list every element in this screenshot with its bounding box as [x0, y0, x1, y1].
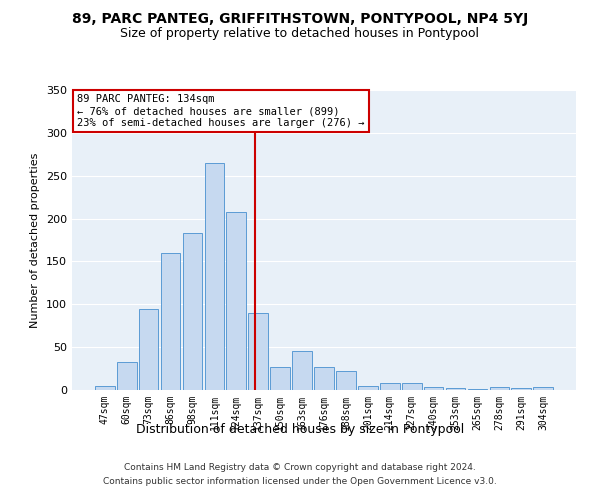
Bar: [467, 389, 487, 390]
Bar: [336, 371, 356, 390]
Bar: [248, 313, 268, 390]
Bar: [139, 308, 158, 390]
Text: 89 PARC PANTEG: 134sqm
← 76% of detached houses are smaller (899)
23% of semi-de: 89 PARC PANTEG: 134sqm ← 76% of detached…: [77, 94, 365, 128]
Y-axis label: Number of detached properties: Number of detached properties: [31, 152, 40, 328]
Bar: [226, 212, 246, 390]
Text: Size of property relative to detached houses in Pontypool: Size of property relative to detached ho…: [121, 28, 479, 40]
Bar: [117, 362, 137, 390]
Bar: [270, 367, 290, 390]
Bar: [95, 386, 115, 390]
Bar: [182, 233, 202, 390]
Text: Contains HM Land Registry data © Crown copyright and database right 2024.: Contains HM Land Registry data © Crown c…: [124, 464, 476, 472]
Bar: [161, 253, 181, 390]
Bar: [402, 383, 422, 390]
Bar: [424, 386, 443, 390]
Bar: [533, 388, 553, 390]
Bar: [292, 350, 312, 390]
Bar: [314, 367, 334, 390]
Bar: [490, 386, 509, 390]
Text: 89, PARC PANTEG, GRIFFITHSTOWN, PONTYPOOL, NP4 5YJ: 89, PARC PANTEG, GRIFFITHSTOWN, PONTYPOO…: [72, 12, 528, 26]
Bar: [511, 388, 531, 390]
Bar: [446, 388, 466, 390]
Bar: [205, 163, 224, 390]
Text: Distribution of detached houses by size in Pontypool: Distribution of detached houses by size …: [136, 422, 464, 436]
Bar: [358, 386, 378, 390]
Text: Contains public sector information licensed under the Open Government Licence v3: Contains public sector information licen…: [103, 477, 497, 486]
Bar: [380, 383, 400, 390]
